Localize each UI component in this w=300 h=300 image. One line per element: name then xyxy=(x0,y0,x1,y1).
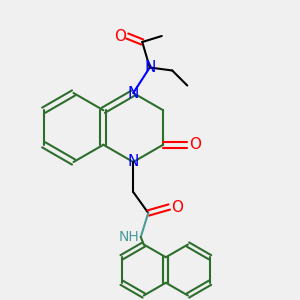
Text: N: N xyxy=(144,60,155,75)
Text: O: O xyxy=(114,28,126,44)
Text: NH: NH xyxy=(118,230,139,244)
Text: N: N xyxy=(128,85,139,100)
Text: N: N xyxy=(128,154,139,169)
Text: O: O xyxy=(189,137,201,152)
Text: O: O xyxy=(171,200,183,214)
